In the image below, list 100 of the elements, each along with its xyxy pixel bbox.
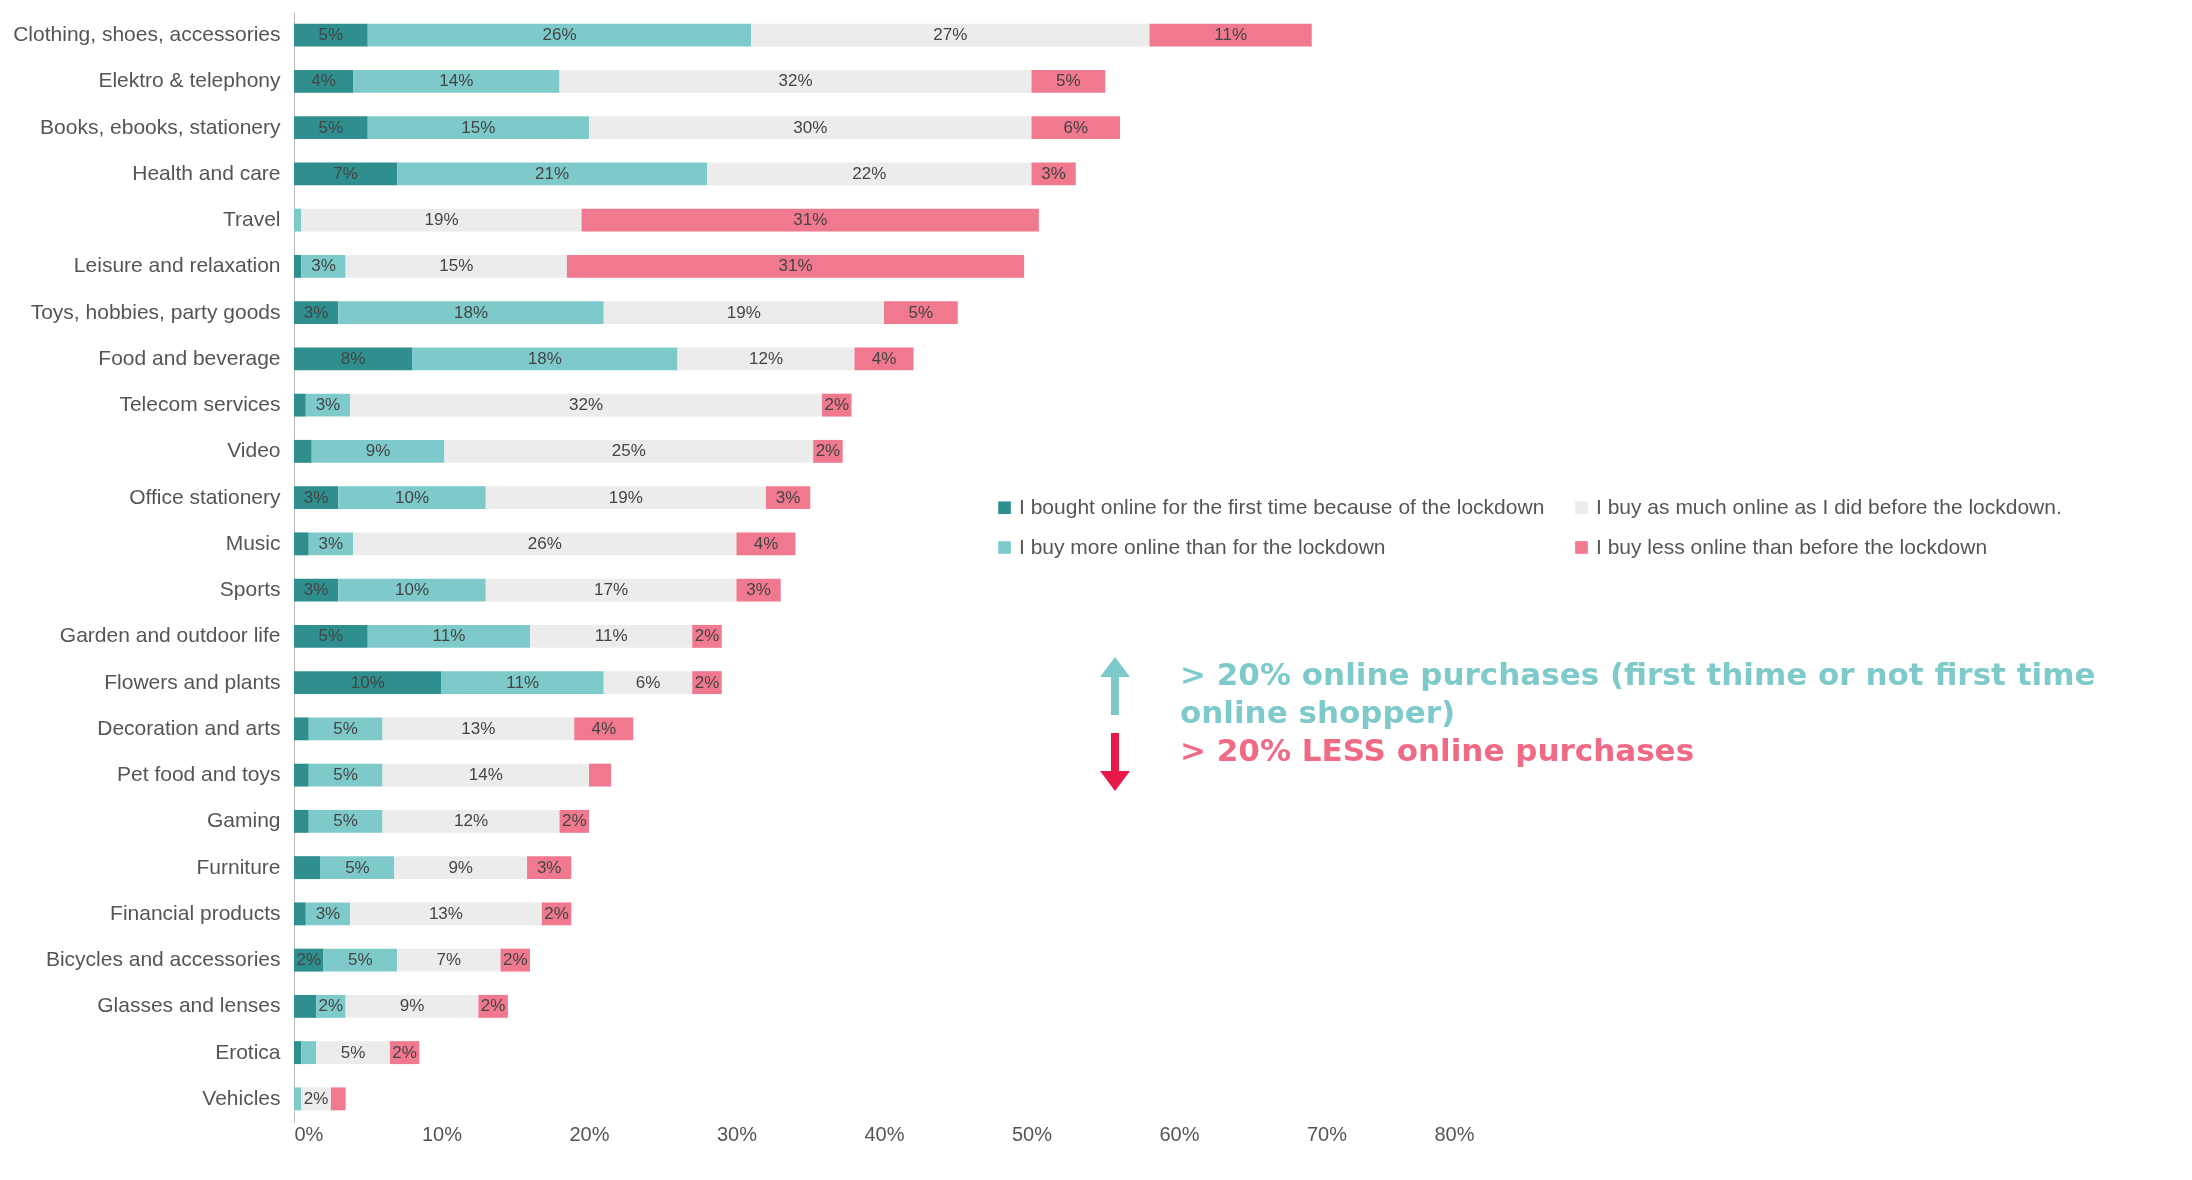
- y-tick-label: Health and care: [132, 160, 281, 184]
- x-tick-label: 10%: [421, 1122, 463, 1145]
- y-tick-label: Garden and outdoor life: [59, 623, 281, 647]
- data-label: 19%: [608, 487, 643, 507]
- annotation: > 20% online purchases (first thime or not first time online shopper): [1180, 656, 2096, 730]
- data-label: 5%: [340, 1042, 366, 1062]
- data-label: 2%: [561, 811, 587, 831]
- data-label: 5%: [318, 117, 344, 137]
- data-label: 6%: [635, 672, 661, 692]
- data-label: 14%: [439, 71, 474, 91]
- data-label: 4%: [311, 71, 336, 91]
- data-label: 4%: [871, 348, 897, 368]
- data-label: 3%: [311, 256, 336, 276]
- data-label: 3%: [303, 580, 329, 600]
- x-tick-label: 0%: [294, 1122, 324, 1145]
- data-label: 9%: [448, 857, 473, 877]
- y-tick-label: Music: [225, 530, 281, 554]
- data-label: 9%: [365, 441, 391, 461]
- data-label: 7%: [333, 163, 358, 183]
- data-label: 15%: [439, 256, 474, 276]
- data-label: 2%: [815, 441, 841, 461]
- data-label: 8%: [340, 348, 366, 368]
- y-tick-label: Bicycles and accessories: [45, 947, 281, 971]
- data-label: 32%: [569, 395, 604, 415]
- legend-label: I bought online for the first time because of the lockdown: [1019, 494, 1545, 518]
- data-label: 2%: [544, 903, 569, 923]
- data-label: 5%: [348, 950, 373, 970]
- data-label: 2%: [694, 672, 720, 692]
- data-label: 5%: [318, 25, 344, 45]
- y-tick-label: Sports: [219, 577, 281, 601]
- annotation: > 20% LESS online purchases: [1180, 732, 1695, 768]
- legend-label: I buy less online than before the lockdown: [1596, 534, 1988, 558]
- data-label: 15%: [461, 117, 496, 137]
- data-label: 11%: [594, 626, 628, 646]
- y-tick-label: Video: [227, 438, 281, 462]
- data-label: 30%: [793, 117, 828, 137]
- y-tick-label: Erotica: [215, 1039, 281, 1063]
- x-tick-label: 40%: [864, 1122, 905, 1145]
- data-label: 10%: [350, 672, 385, 692]
- y-tick-label: Travel: [222, 207, 281, 231]
- data-label: 31%: [778, 256, 813, 276]
- y-tick-label: Gaming: [206, 808, 281, 832]
- data-label: 3%: [746, 580, 771, 600]
- y-tick-label: Books, ebooks, stationery: [40, 114, 281, 138]
- y-tick-label: Leisure and relaxation: [73, 253, 281, 277]
- data-label: 31%: [793, 210, 828, 230]
- data-label: 5%: [908, 302, 934, 322]
- data-label: 10%: [394, 580, 430, 600]
- data-label: 18%: [527, 348, 562, 368]
- y-tick-label: Food and beverage: [98, 345, 281, 369]
- y-tick-label: Flowers and plants: [104, 669, 281, 693]
- data-label: 7%: [436, 950, 462, 970]
- data-label: 19%: [726, 302, 761, 322]
- data-label: 2%: [303, 1088, 329, 1108]
- data-label: 22%: [852, 163, 887, 183]
- data-label: 26%: [527, 533, 562, 553]
- data-label: 11%: [1214, 25, 1248, 45]
- data-label: 21%: [535, 163, 570, 183]
- data-label: 3%: [775, 487, 801, 507]
- data-label: 6%: [1063, 117, 1089, 137]
- data-label: 32%: [778, 71, 813, 91]
- data-label: 2%: [296, 950, 322, 970]
- data-label: 2%: [502, 950, 528, 970]
- data-label: 3%: [303, 302, 329, 322]
- data-label: 4%: [591, 718, 617, 738]
- data-label: 3%: [315, 395, 341, 415]
- x-tick-label: 70%: [1306, 1122, 1348, 1145]
- data-label: 25%: [611, 441, 646, 461]
- legend-label: I buy more online than for the lockdown: [1019, 534, 1386, 558]
- data-label: 3%: [536, 857, 562, 877]
- data-label: 3%: [318, 533, 344, 553]
- y-tick-label: Toys, hobbies, party goods: [30, 299, 281, 323]
- data-label: 12%: [453, 811, 489, 831]
- data-label: 2%: [392, 1042, 417, 1062]
- data-label: 5%: [1056, 71, 1081, 91]
- y-tick-label: Financial products: [110, 900, 281, 924]
- data-label: 4%: [753, 533, 779, 553]
- y-tick-label: Glasses and lenses: [97, 993, 281, 1017]
- legend-label: I buy as much online as I did before the lockdown.: [1596, 494, 2062, 518]
- data-label: 26%: [542, 25, 577, 45]
- data-label: 5%: [333, 765, 358, 785]
- data-label: 14%: [468, 765, 503, 785]
- data-label: 11%: [506, 672, 540, 692]
- data-label: 2%: [694, 626, 720, 646]
- y-tick-label: Clothing, shoes, accessories: [13, 22, 281, 46]
- data-label: 10%: [394, 487, 430, 507]
- y-tick-label: Elektro & telephony: [98, 68, 281, 92]
- data-label: 2%: [824, 395, 850, 415]
- data-label: 2%: [318, 996, 344, 1016]
- data-label: 27%: [933, 25, 968, 45]
- data-label: 2%: [480, 996, 506, 1016]
- data-label: 3%: [303, 487, 329, 507]
- data-label: 5%: [345, 857, 370, 877]
- x-tick-label: 80%: [1434, 1122, 1475, 1145]
- data-label: 13%: [428, 903, 463, 923]
- data-label: 13%: [461, 718, 496, 738]
- y-tick-label: Vehicles: [202, 1085, 281, 1109]
- data-label: 9%: [399, 996, 425, 1016]
- data-label: 18%: [453, 302, 489, 322]
- y-tick-label: Furniture: [196, 854, 281, 878]
